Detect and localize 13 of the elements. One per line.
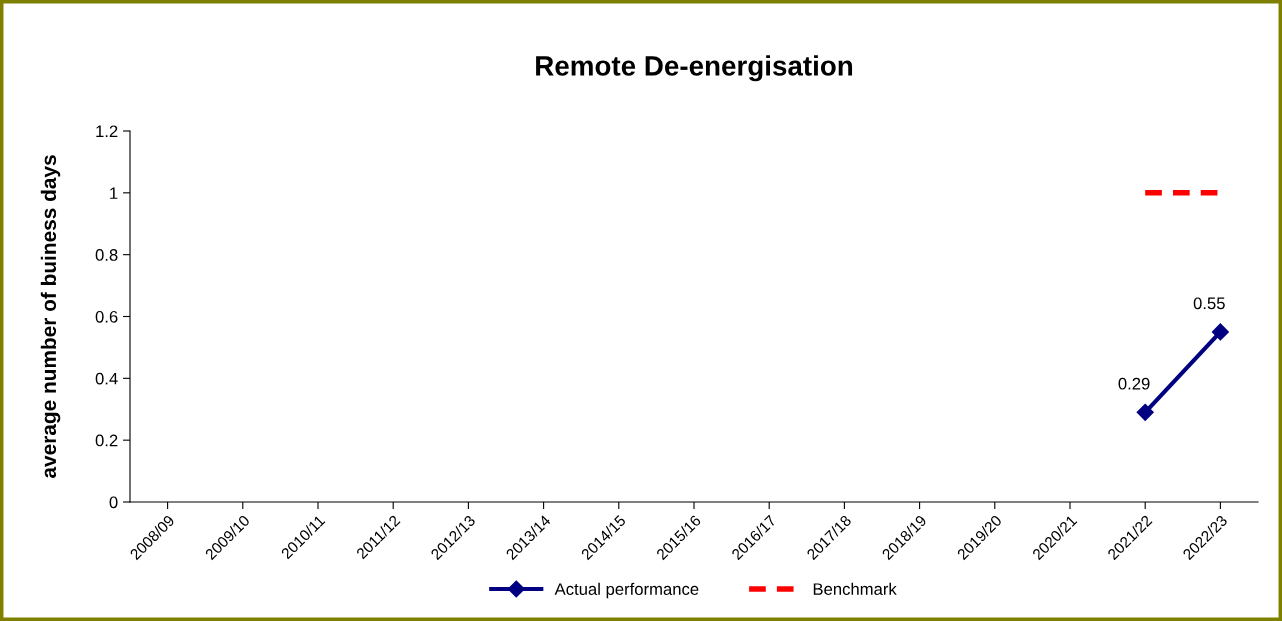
data-label: 0.29 bbox=[1118, 377, 1150, 390]
chart-title: Remote De-energisation bbox=[536, 55, 853, 82]
y-tick-label: 0.4 bbox=[95, 372, 118, 385]
y-tick-label: 0.6 bbox=[95, 310, 118, 323]
data-label: 0.55 bbox=[1193, 297, 1225, 310]
y-tick-label: 0 bbox=[109, 496, 118, 509]
legend-label: Actual performance bbox=[554, 582, 699, 599]
y-tick-label: 0.8 bbox=[95, 249, 118, 261]
y-axis-title: average number of buiness days bbox=[40, 155, 61, 478]
y-tick-label: 0.2 bbox=[95, 434, 118, 447]
legend-label: Benchmark bbox=[813, 582, 897, 596]
y-tick-label: 1.2 bbox=[96, 125, 118, 138]
y-tick-label: 1 bbox=[110, 187, 118, 199]
